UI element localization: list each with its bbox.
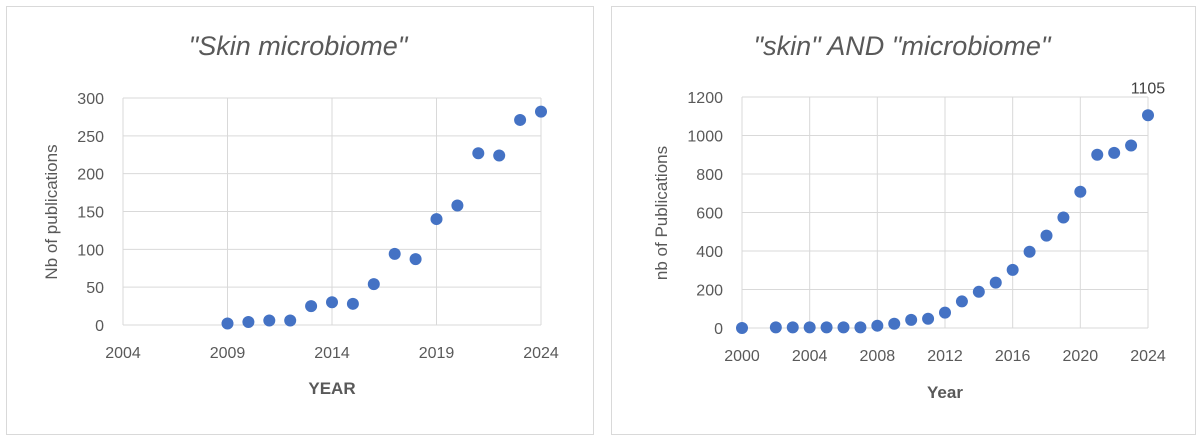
data-point [803,321,816,334]
data-point [939,306,951,319]
y-tick-label: 150 [77,205,104,222]
x-tick-label: 2004 [105,345,141,362]
data-point [430,213,443,226]
x-axis-title: Year [927,383,963,402]
y-tick-label: 800 [696,167,723,184]
data-point [514,113,527,126]
data-point [409,253,422,266]
data-point [736,322,748,334]
data-point [535,105,547,118]
y-tick-label: 600 [696,206,723,223]
y-axis-title: Nb of publications [42,144,61,279]
data-point [905,313,918,326]
data-point [1091,148,1104,161]
data-point [1108,146,1121,159]
chart-title: "Skin microbiome" [189,31,409,61]
chart-panel-skin-microbiome: 0 50 100 150 200 250 300 2004 2009 2014 2019 2024 "… [0,0,600,441]
data-point [388,247,401,260]
y-tick-label: 200 [77,167,104,184]
y-tick-label: 1200 [687,90,723,107]
data-point [1142,109,1154,122]
scatter-chart-skin-and-microbiome: 0 200 400 600 800 1000 1200 2000 2004 2008 2012 201… [611,6,1196,435]
x-axis-title: YEAR [308,379,355,398]
data-label: 1105 [1131,80,1166,97]
data-point [1023,245,1036,258]
data-point [955,295,968,308]
x-tick-label: 2000 [724,348,760,365]
data-point [367,278,380,291]
data-point [346,297,359,310]
x-tick-label: 2004 [792,348,828,365]
data-point [242,315,255,328]
x-tick-label: 2014 [314,345,350,362]
chart-panel-skin-and-microbiome: 0 200 400 600 800 1000 1200 2000 2004 2008 2012 201… [605,0,1202,441]
data-point [820,321,833,334]
data-point [922,312,935,325]
data-point [493,149,506,162]
data-point [1006,263,1019,276]
y-tick-label: 50 [86,280,104,297]
x-tick-label: 2016 [995,348,1031,365]
x-tick-label: 2008 [860,348,896,365]
data-point [786,321,799,334]
y-tick-label: 0 [95,318,104,335]
x-tick-label: 2024 [1130,348,1166,365]
data-point [972,285,985,298]
data-point [854,321,867,334]
data-point [305,300,318,313]
chart-frame [6,6,594,435]
data-point [263,314,276,327]
data-point [326,296,338,309]
x-tick-label: 2020 [1063,348,1099,365]
x-tick-label: 2012 [927,348,963,365]
y-tick-label: 1000 [687,129,723,146]
data-point [871,319,884,332]
y-tick-label: 250 [77,129,104,146]
y-tick-label: 300 [77,91,104,108]
data-point [451,199,464,212]
data-point [1074,185,1087,198]
data-point [221,317,234,330]
data-point [472,147,485,160]
y-tick-label: 100 [77,242,104,259]
data-point [837,321,850,334]
data-point [1125,139,1138,152]
y-tick-label: 200 [696,283,723,300]
data-point [989,276,1002,289]
data-point [1057,211,1070,224]
chart-frame [611,6,1196,435]
chart-title: "skin" AND "microbiome" [754,31,1052,61]
data-point [888,317,901,330]
data-point [1040,229,1053,242]
data-point [769,321,782,334]
data-point [284,314,297,327]
y-tick-label: 0 [714,321,723,338]
x-tick-label: 2024 [523,345,559,362]
y-tick-label: 400 [696,244,723,261]
scatter-chart-skin-microbiome: 0 50 100 150 200 250 300 2004 2009 2014 2019 2024 "… [6,6,594,435]
x-tick-label: 2019 [419,345,455,362]
y-axis-title: nb of Publications [652,146,671,280]
x-tick-label: 2009 [210,345,246,362]
